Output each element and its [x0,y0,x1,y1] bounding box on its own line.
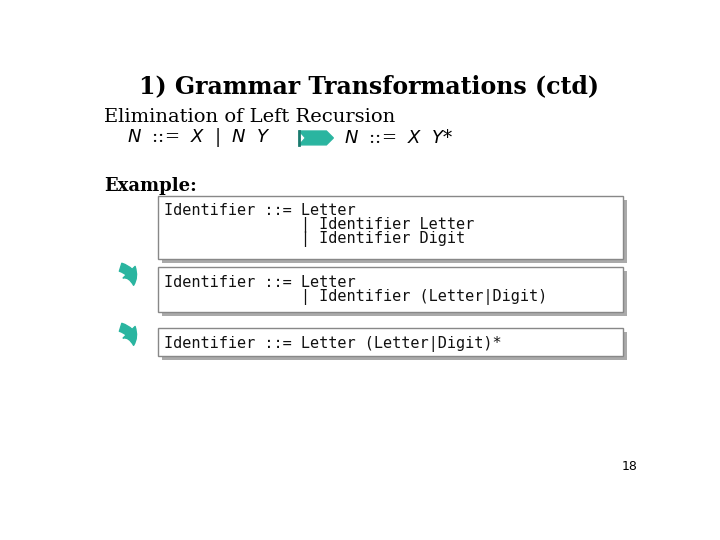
Text: $N$  ::=  $X$  $Y$*: $N$ ::= $X$ $Y$* [344,129,454,147]
Bar [158,328,624,356]
Text: $N$  ::=  $X$  |  $N$  $Y$: $N$ ::= $X$ | $N$ $Y$ [127,126,271,150]
Text: 1) Grammar Transformations (ctd): 1) Grammar Transformations (ctd) [139,75,599,98]
Bar [158,195,624,259]
Text: Elimination of Left Recursion: Elimination of Left Recursion [104,108,395,126]
Bar [158,267,624,312]
Text: | Identifier (Letter|Digit): | Identifier (Letter|Digit) [164,289,548,305]
FancyArrowPatch shape [120,323,137,346]
Text: | Identifier Letter: | Identifier Letter [164,218,474,233]
Text: | Identifier Digit: | Identifier Digit [164,231,466,247]
Text: Identifier ::= Letter: Identifier ::= Letter [164,204,356,218]
Text: Identifier ::= Letter (Letter|Digit)*: Identifier ::= Letter (Letter|Digit)* [164,336,502,352]
Text: 18: 18 [621,460,637,473]
Polygon shape [300,131,333,145]
Bar [162,200,627,262]
Text: Identifier ::= Letter: Identifier ::= Letter [164,275,356,290]
Text: Example:: Example: [104,178,197,195]
Bar [162,271,627,316]
Bar [162,332,627,360]
FancyArrowPatch shape [120,264,137,285]
